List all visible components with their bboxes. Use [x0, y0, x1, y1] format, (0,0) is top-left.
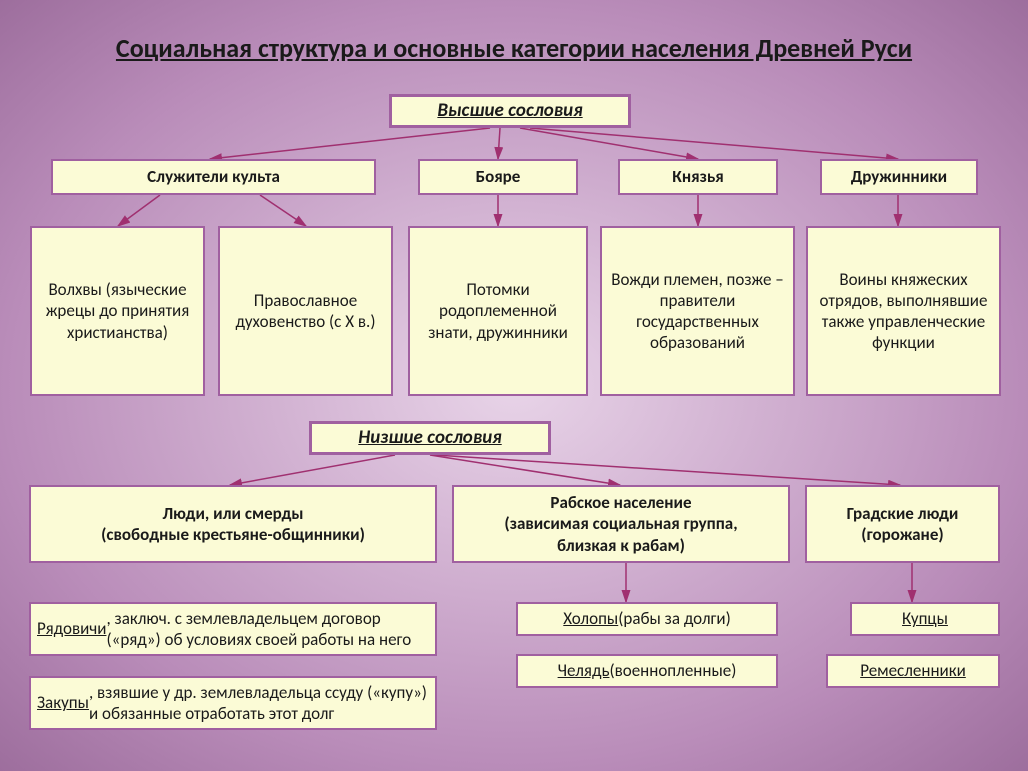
- lower-group-0: Люди, или смерды(свободные крестьяне-общ…: [29, 485, 437, 563]
- upper-group-1: Бояре: [418, 159, 578, 195]
- lower-group-2: Градские люди(горожане): [805, 485, 1000, 563]
- page-title: Социальная структура и основные категори…: [116, 32, 912, 64]
- upper-detail-0: Волхвы (языческие жрецы до принятия хрис…: [30, 226, 205, 396]
- lower-detail-1: Закупы, взявшие у др. землевладельца ссу…: [29, 676, 437, 730]
- lower-group-1: Рабское население(зависимая социальная г…: [452, 485, 790, 563]
- lower-detail-0: Рядовичи, заключ. с землевладельцем дого…: [29, 602, 437, 656]
- upper-group-2: Князья: [618, 159, 778, 195]
- lower-detail-5: Ремесленники: [826, 654, 1000, 688]
- upper-detail-1: Православное духовенство (с X в.): [218, 226, 393, 396]
- upper-header: Высшие сословия: [389, 94, 631, 128]
- upper-group-3: Дружинники: [820, 159, 978, 195]
- lower-header: Низшие сословия: [309, 421, 551, 455]
- upper-detail-3: Вожди племен, позже – правители государс…: [600, 226, 795, 396]
- upper-detail-2: Потомки родоплеменной знати, дружинники: [408, 226, 588, 396]
- lower-detail-2: Холопы (рабы за долги): [516, 602, 778, 636]
- upper-detail-4: Воины княжеских отрядов, выполнявшие так…: [806, 226, 1001, 396]
- upper-group-0: Служители культа: [51, 159, 376, 195]
- lower-detail-4: Купцы: [850, 602, 1000, 636]
- lower-detail-3: Челядь (военнопленные): [516, 654, 778, 688]
